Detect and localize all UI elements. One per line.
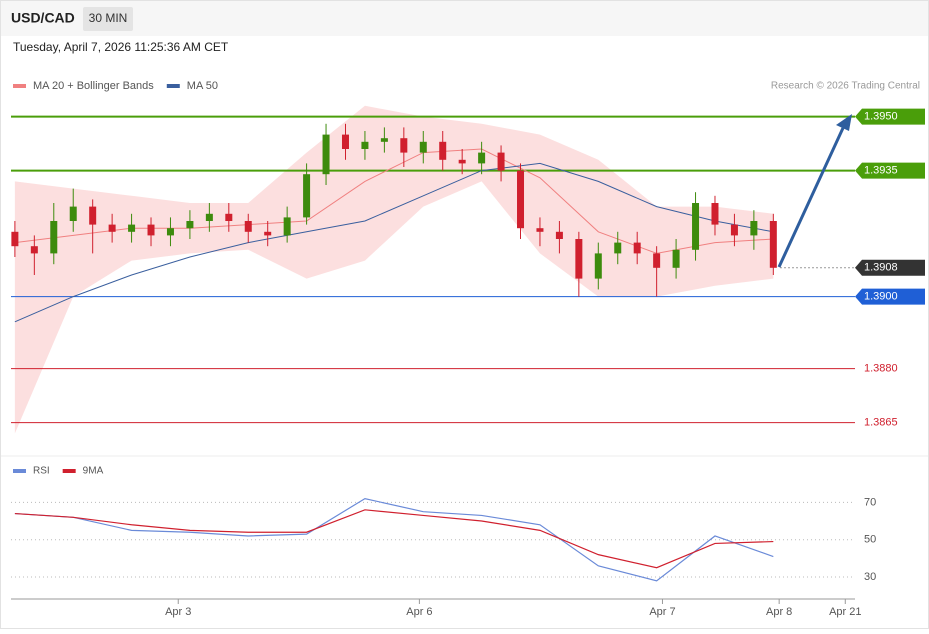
candle-body bbox=[341, 134, 349, 149]
candle-body bbox=[692, 203, 700, 250]
candle-body bbox=[497, 152, 505, 171]
legend-label: 9MA bbox=[83, 466, 104, 477]
candle-body bbox=[128, 224, 136, 232]
candle-body bbox=[730, 224, 738, 236]
bollinger-band bbox=[14, 105, 774, 434]
candle-body bbox=[750, 221, 758, 236]
level-label: 1.3880 bbox=[864, 363, 898, 375]
candle-body bbox=[166, 228, 174, 236]
candle-body bbox=[653, 253, 661, 268]
candle-body bbox=[517, 170, 525, 229]
level-tag bbox=[855, 259, 925, 276]
legend-swatch bbox=[166, 84, 180, 88]
candle-body bbox=[614, 242, 622, 254]
candle-body bbox=[536, 228, 544, 232]
candle-body bbox=[30, 246, 38, 254]
candle-body bbox=[69, 206, 77, 221]
ma50-line bbox=[14, 162, 774, 323]
candle-body bbox=[205, 213, 213, 221]
candle-body bbox=[478, 152, 486, 164]
level-tag bbox=[855, 162, 925, 179]
candle-body bbox=[225, 213, 233, 221]
legend-swatch bbox=[62, 469, 76, 473]
candle-body bbox=[458, 159, 466, 164]
x-tick-label: Apr 6 bbox=[406, 606, 432, 618]
candle-body bbox=[303, 174, 311, 218]
candle-body bbox=[769, 221, 777, 268]
y-tick-label: 30 bbox=[864, 571, 876, 583]
level-label: 1.3900 bbox=[864, 291, 898, 303]
symbol: USD/CAD bbox=[11, 10, 75, 26]
candle-body bbox=[711, 203, 719, 225]
timestamp: Tuesday, April 7, 2026 11:25:36 AM CET bbox=[13, 40, 229, 54]
x-tick-label: Apr 8 bbox=[766, 606, 792, 618]
x-tick-label: Apr 21 bbox=[829, 606, 861, 618]
candle-body bbox=[380, 138, 388, 142]
credit: Research © 2026 Trading Central bbox=[771, 81, 920, 92]
level-tag bbox=[855, 108, 925, 125]
candle-body bbox=[322, 134, 330, 175]
interval-button[interactable] bbox=[83, 7, 133, 31]
rsi-line bbox=[14, 509, 774, 569]
candle-body bbox=[186, 221, 194, 229]
candle-body bbox=[419, 141, 427, 153]
level-tag bbox=[855, 288, 925, 305]
level-label: 1.3865 bbox=[864, 417, 898, 429]
y-tick-label: 70 bbox=[864, 496, 876, 508]
candle-body bbox=[147, 224, 155, 236]
level-label: 1.3950 bbox=[864, 111, 898, 123]
candle-body bbox=[672, 249, 680, 268]
legend-label: MA 50 bbox=[187, 80, 218, 92]
x-tick-label: Apr 3 bbox=[165, 606, 191, 618]
candle-body bbox=[11, 231, 19, 247]
arrow-head bbox=[836, 114, 852, 131]
candle-body bbox=[575, 239, 583, 279]
level-label: 1.3935 bbox=[864, 165, 898, 177]
rsi-line bbox=[14, 497, 774, 582]
candle-body bbox=[400, 138, 408, 153]
header-bar bbox=[1, 1, 928, 36]
candle-body bbox=[89, 206, 97, 225]
level-label: 1.3908 bbox=[864, 262, 898, 274]
candle-body bbox=[555, 231, 563, 239]
candle-body bbox=[108, 224, 116, 232]
legend-swatch bbox=[13, 84, 26, 88]
projection-arrow bbox=[777, 127, 845, 268]
interval[interactable]: 30 MIN bbox=[89, 11, 128, 25]
candle-body bbox=[50, 221, 58, 254]
candle-body bbox=[594, 253, 602, 279]
ma20-line bbox=[14, 148, 774, 254]
legend-label: RSI bbox=[33, 466, 50, 477]
candle-body bbox=[244, 221, 252, 232]
candle-body bbox=[633, 242, 641, 254]
legend-label: MA 20 + Bollinger Bands bbox=[33, 80, 154, 92]
x-tick-label: Apr 7 bbox=[649, 606, 675, 618]
candle-body bbox=[283, 217, 291, 236]
y-tick-label: 50 bbox=[864, 534, 876, 546]
candle-body bbox=[439, 141, 447, 160]
legend-swatch bbox=[13, 469, 26, 473]
candle-body bbox=[361, 141, 369, 149]
candle-body bbox=[264, 231, 272, 236]
